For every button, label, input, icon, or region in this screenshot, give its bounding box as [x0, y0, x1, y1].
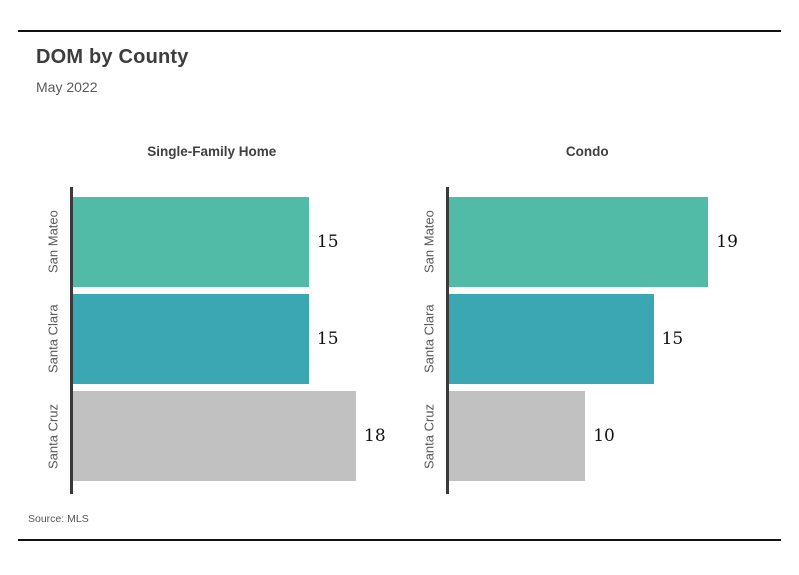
panels-row: Single-Family Home San Mateo 15 Santa Cl…: [36, 143, 763, 494]
bar-san-mateo-sfh: [73, 197, 309, 287]
category-label-santa-cruz: Santa Cruz: [421, 403, 436, 469]
panel-title-condo: Condo: [565, 144, 609, 159]
category-label-san-mateo: San Mateo: [421, 210, 436, 274]
value-label-santa-cruz-sfh: 18: [364, 426, 386, 446]
bar-track: 10: [448, 391, 764, 481]
category-label-santa-clara: Santa Clara: [421, 304, 436, 374]
bar-track: 15: [448, 294, 764, 384]
bar-track: 18: [73, 391, 388, 481]
bar-row: San Mateo 15: [36, 197, 388, 287]
y-axis-line: [445, 187, 449, 494]
chart-subtitle: May 2022: [36, 79, 98, 95]
bar-san-mateo-condo: [448, 197, 709, 287]
chart-title: DOM by County: [36, 46, 189, 68]
bar-row: Santa Cruz 18: [36, 391, 388, 481]
bar-row: Santa Cruz 10: [412, 391, 764, 481]
category-label-santa-clara: Santa Clara: [45, 304, 61, 374]
top-rule: [18, 30, 781, 32]
bottom-rule: [18, 539, 781, 541]
value-label-santa-clara-condo: 15: [661, 329, 684, 349]
panel-condo: Condo San Mateo 19 Santa Clara 15: [412, 143, 764, 494]
panel-single-family-home: Single-Family Home San Mateo 15 Santa Cl…: [36, 143, 388, 494]
category-label-santa-cruz: Santa Cruz: [45, 403, 61, 469]
value-label-santa-clara-sfh: 15: [316, 329, 339, 349]
plot-area-condo: San Mateo 19 Santa Clara 15 Santa Cruz: [412, 187, 764, 494]
bar-row: Santa Clara 15: [412, 294, 764, 384]
category-label-san-mateo: San Mateo: [45, 210, 61, 274]
value-label-san-mateo-sfh: 15: [316, 232, 339, 252]
panel-title-single-family-home: Single-Family Home: [147, 144, 277, 159]
bar-track: 15: [73, 294, 388, 384]
bar-santa-cruz-sfh: [73, 391, 357, 481]
source-note: Source: MLS: [28, 513, 89, 525]
value-label-san-mateo-condo: 19: [716, 232, 738, 252]
bar-track: 15: [73, 197, 388, 287]
y-axis-line: [70, 187, 73, 494]
value-label-santa-cruz-condo: 10: [593, 426, 615, 446]
bar-row: Santa Clara 15: [36, 294, 388, 384]
bar-row: San Mateo 19: [412, 197, 764, 287]
plot-area-single-family-home: San Mateo 15 Santa Clara 15 Santa Cruz: [36, 187, 388, 494]
bar-track: 19: [448, 197, 764, 287]
bar-santa-cruz-condo: [448, 391, 586, 481]
bar-santa-clara-sfh: [73, 294, 309, 384]
bar-santa-clara-condo: [448, 294, 654, 384]
